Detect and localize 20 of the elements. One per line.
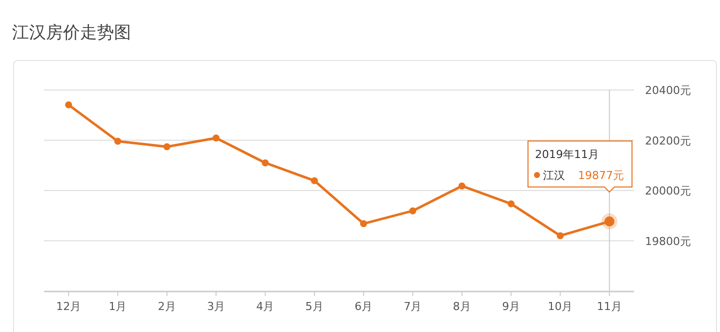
x-tick-label: 9月 (502, 300, 520, 313)
x-tick-label: 8月 (452, 300, 471, 313)
x-tick-label: 4月 (256, 300, 274, 313)
x-tick-label: 1月 (108, 300, 127, 313)
y-tick-label: 20200元 (645, 134, 691, 148)
x-tick-label: 7月 (404, 300, 422, 313)
chart-title: 江汉房价走势图 (12, 23, 131, 43)
data-label: 19877元 (578, 169, 624, 182)
x-tick-label: 2月 (158, 300, 176, 313)
y-tick-label: 19800元 (645, 234, 691, 248)
x-tick-label: 5月 (305, 300, 324, 313)
y-tick-label: 20400元 (645, 84, 691, 97)
annotation: 2019年11月 (535, 148, 599, 161)
x-tick-label: 10月 (548, 300, 573, 313)
y-tick-label: 20000元 (645, 184, 691, 198)
x-tick-label: 12月 (56, 300, 82, 313)
x-tick-label: 11月 (596, 300, 622, 313)
x-tick-label: 6月 (354, 300, 373, 313)
legend-label: 江汉 (543, 169, 565, 182)
x-tick-label: 3月 (207, 300, 226, 313)
